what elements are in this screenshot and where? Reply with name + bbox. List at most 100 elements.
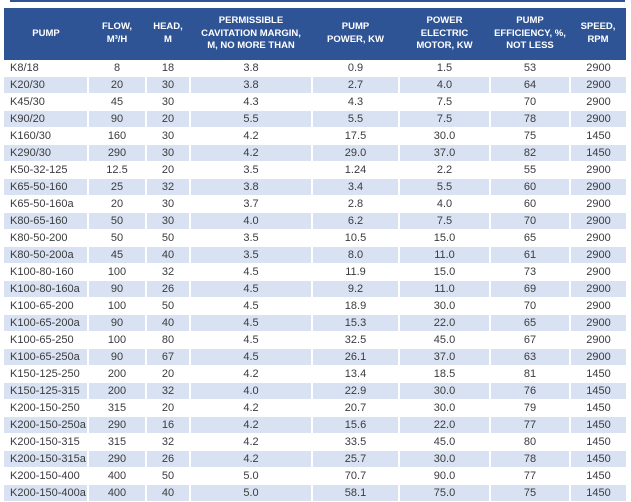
- value-cell: 45: [88, 93, 147, 111]
- value-cell: 4.2: [190, 144, 313, 162]
- value-cell: 60: [490, 178, 571, 196]
- cropped-row-top-edge: [10, 0, 625, 2]
- value-cell: 2900: [570, 60, 626, 77]
- value-cell: 50: [146, 297, 191, 315]
- table-row: K100-65-250 100 80 4.5 32.5 45.0 67 2900: [4, 331, 626, 349]
- value-cell: 9.2: [312, 280, 400, 298]
- header-row: PUMP FLOW, M³/H HEAD, M PERMISSIBLE CAVITAT…: [4, 8, 626, 60]
- value-cell: 67: [146, 348, 191, 366]
- pump-name-cell: K8/18: [4, 60, 89, 77]
- table-row: K8/18 8 18 3.8 0.9 1.5 53 2900: [4, 60, 626, 77]
- value-cell: 30: [146, 212, 191, 230]
- value-cell: 78: [490, 450, 571, 468]
- value-cell: 2.7: [312, 76, 400, 94]
- value-cell: 5.5: [399, 178, 491, 196]
- pump-name-cell: K100-80-160a: [4, 280, 89, 298]
- value-cell: 30.0: [399, 127, 491, 145]
- value-cell: 16: [146, 416, 191, 434]
- pump-name-cell: K50-32-125: [4, 161, 89, 179]
- value-cell: 2900: [570, 161, 626, 179]
- value-cell: 4.2: [190, 416, 313, 434]
- value-cell: 13.4: [312, 365, 400, 383]
- value-cell: 75: [490, 127, 571, 145]
- table-body: K8/18 8 18 3.8 0.9 1.5 53 2900 K20/30 20 30 3.8 2.7 4…: [4, 60, 626, 502]
- value-cell: 11.0: [399, 246, 491, 264]
- value-cell: 100: [88, 331, 147, 349]
- value-cell: 2900: [570, 195, 626, 213]
- value-cell: 25: [88, 178, 147, 196]
- value-cell: 90: [88, 280, 147, 298]
- value-cell: 400: [88, 467, 147, 485]
- pump-name-cell: K200-150-250: [4, 399, 89, 417]
- value-cell: 5.5: [190, 110, 313, 128]
- value-cell: 1.24: [312, 161, 400, 179]
- value-cell: 4.2: [190, 433, 313, 451]
- value-cell: 20: [146, 399, 191, 417]
- value-cell: 1450: [570, 450, 626, 468]
- value-cell: 100: [88, 263, 147, 281]
- value-cell: 70.7: [312, 467, 400, 485]
- value-cell: 30.0: [399, 450, 491, 468]
- value-cell: 45: [88, 246, 147, 264]
- table-row: K200-150-315a 290 26 4.2 25.7 30.0 78 1450: [4, 450, 626, 468]
- value-cell: 2900: [570, 263, 626, 281]
- value-cell: 90: [88, 314, 147, 332]
- value-cell: 75: [490, 484, 571, 502]
- value-cell: 18: [146, 60, 191, 77]
- value-cell: 1450: [570, 399, 626, 417]
- value-cell: 20: [88, 195, 147, 213]
- value-cell: 315: [88, 433, 147, 451]
- table-row: K100-80-160 100 32 4.5 11.9 15.0 73 2900: [4, 263, 626, 281]
- value-cell: 1450: [570, 484, 626, 502]
- value-cell: 1450: [570, 467, 626, 485]
- value-cell: 2900: [570, 314, 626, 332]
- value-cell: 3.8: [190, 178, 313, 196]
- value-cell: 15.0: [399, 229, 491, 247]
- value-cell: 65: [490, 229, 571, 247]
- header-cell: PUMP POWER, KW: [312, 8, 399, 60]
- value-cell: 2900: [570, 246, 626, 264]
- value-cell: 20.7: [312, 399, 400, 417]
- value-cell: 61: [490, 246, 571, 264]
- value-cell: 18.9: [312, 297, 400, 315]
- table-row: K200-150-250 315 20 4.2 20.7 30.0 79 1450: [4, 399, 626, 417]
- value-cell: 8: [88, 60, 147, 77]
- value-cell: 400: [88, 484, 147, 502]
- value-cell: 0.9: [312, 60, 400, 77]
- table-row: K45/30 45 30 4.3 4.3 7.5 70 2900: [4, 93, 626, 111]
- value-cell: 6.2: [312, 212, 400, 230]
- value-cell: 70: [490, 212, 571, 230]
- value-cell: 70: [490, 93, 571, 111]
- header-cell: PUMP EFFICIENCY, %, NOT LESS: [490, 8, 570, 60]
- pump-name-cell: K100-65-200a: [4, 314, 89, 332]
- value-cell: 70: [490, 297, 571, 315]
- value-cell: 7.5: [399, 212, 491, 230]
- value-cell: 5.0: [190, 484, 313, 502]
- value-cell: 2900: [570, 348, 626, 366]
- value-cell: 3.8: [190, 60, 313, 77]
- value-cell: 5.0: [190, 467, 313, 485]
- value-cell: 4.3: [312, 93, 400, 111]
- value-cell: 1450: [570, 416, 626, 434]
- value-cell: 2900: [570, 110, 626, 128]
- pump-name-cell: K200-150-400: [4, 467, 89, 485]
- pump-name-cell: K200-150-315: [4, 433, 89, 451]
- pump-name-cell: K45/30: [4, 93, 89, 111]
- value-cell: 17.5: [312, 127, 400, 145]
- value-cell: 160: [88, 127, 147, 145]
- table-row: K20/30 20 30 3.8 2.7 4.0 64 2900: [4, 76, 626, 94]
- value-cell: 4.0: [190, 212, 313, 230]
- pump-name-cell: K90/20: [4, 110, 89, 128]
- header-cell: HEAD, M: [146, 8, 190, 60]
- value-cell: 25.7: [312, 450, 400, 468]
- value-cell: 20: [146, 161, 191, 179]
- value-cell: 4.0: [399, 195, 491, 213]
- value-cell: 290: [88, 450, 147, 468]
- value-cell: 63: [490, 348, 571, 366]
- header-cell: POWER ELECTRIC MOTOR, KW: [399, 8, 490, 60]
- value-cell: 67: [490, 331, 571, 349]
- value-cell: 80: [146, 331, 191, 349]
- value-cell: 77: [490, 416, 571, 434]
- value-cell: 10.5: [312, 229, 400, 247]
- value-cell: 40: [146, 484, 191, 502]
